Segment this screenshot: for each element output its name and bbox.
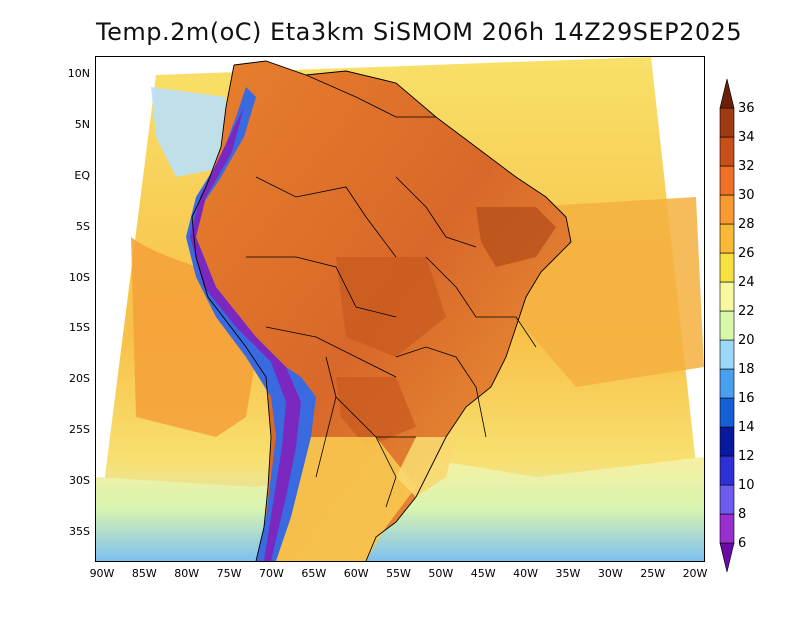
colorbar-label: 18 [738,362,755,377]
colorbar-band [719,455,735,486]
latitude-label: 25S [69,423,90,437]
longitude-label: 70W [258,567,284,580]
longitude-label: 40W [513,567,538,580]
colorbar-band [719,165,735,196]
latitude-label: 5N [74,117,90,131]
latitude-label: EQ [74,168,90,182]
longitude-label: 90W [89,567,115,580]
hot-region-northeast [476,207,556,267]
colorbar-label: 32 [738,159,755,174]
colorbar-label: 14 [738,420,755,435]
colorbar-label: 20 [738,333,755,348]
colorbar-band [719,223,735,254]
colorbar-band [719,368,735,399]
longitude-label: 85W [131,567,157,580]
longitude-label: 75W [216,567,242,580]
hot-region-south [336,377,416,447]
latitude-label: 15S [69,321,90,335]
colorbar-label: 30 [738,188,755,203]
colorbar-band [719,513,735,544]
longitude-label: 20W [682,567,708,580]
longitude-label: 45W [470,567,496,580]
colorbar-label: 22 [738,304,755,319]
colorbar-band [719,252,735,283]
colorbar-band [719,484,735,515]
map-title: Temp.2m(oC) Eta3km SiSMOM 206h 14Z29SEP2… [96,18,743,46]
longitude-label: 35W [555,567,581,580]
colorbar-label: 10 [738,478,755,493]
colorbar-band [719,542,735,573]
colorbar-label: 26 [738,246,755,261]
longitude-label: 50W [428,567,454,580]
pacific-cool-region [151,87,226,177]
colorbar-band [719,339,735,370]
longitude-label: 25W [640,567,666,580]
longitude-label: 65W [301,567,327,580]
map-canvas [96,57,704,561]
colorbar-band [719,281,735,312]
temperature-colorbar: 6 8 10 12 14 16 18 20 22 24 26 28 30 32 34 36 [719,78,755,573]
colorbar-label: 36 [738,101,755,116]
colorbar-label: 34 [738,130,755,145]
temperature-map [95,56,705,562]
colorbar-band [719,78,735,109]
colorbar-label: 12 [738,449,755,464]
longitude-label: 55W [386,567,411,580]
latitude-label: 10S [69,270,90,284]
colorbar-band [719,397,735,428]
colorbar-label: 28 [738,217,755,232]
andes-high-ridge [190,107,301,561]
colorbar-band [719,426,735,457]
colorbar-band [719,136,735,167]
longitude-label: 60W [343,567,369,580]
longitude-label: 80W [174,567,200,580]
latitude-label: 20S [69,372,90,386]
colorbar-label: 16 [738,391,755,406]
latitude-label: 5S [76,219,90,233]
hot-region-center [336,257,446,357]
colorbar-label: 24 [738,275,755,290]
latitude-label: 35S [69,525,90,538]
colorbar-band [719,107,735,138]
colorbar-band [719,194,735,225]
longitude-label: 30W [597,567,623,580]
latitude-label: 30S [69,474,90,488]
colorbar-band [719,310,735,341]
southern-brazil-cool [396,437,456,497]
latitude-label: 10N [67,67,90,80]
country-borders [246,74,537,508]
colorbar-label: 6 [738,536,746,551]
colorbar-label: 8 [738,507,746,522]
patagonia-region [271,437,416,561]
coastline [191,60,572,561]
